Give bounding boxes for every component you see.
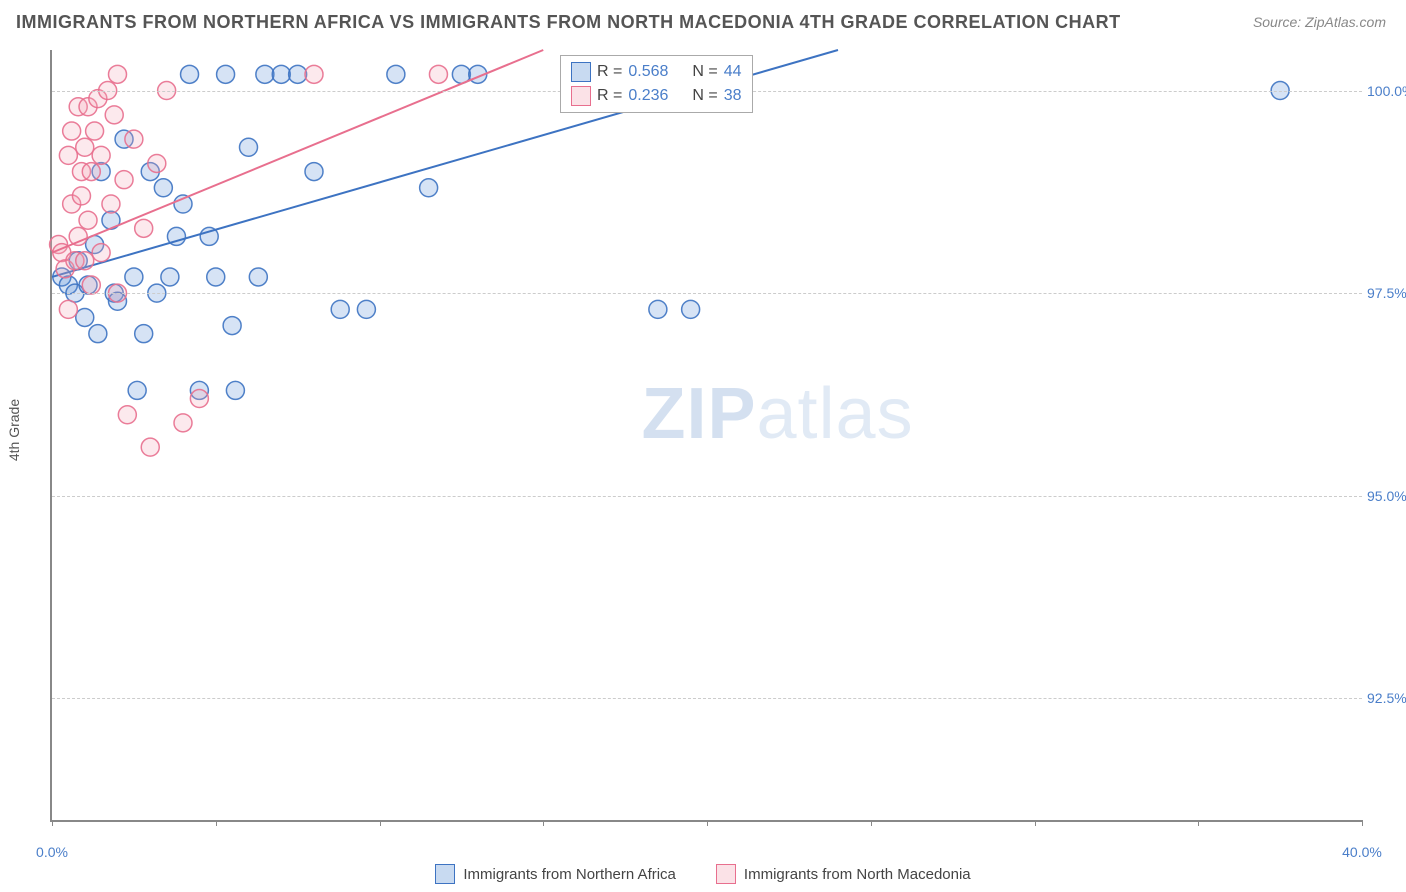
data-point	[154, 179, 172, 197]
data-point	[272, 65, 290, 83]
bottom-legend: Immigrants from Northern Africa Immigran…	[0, 864, 1406, 884]
data-point	[141, 438, 159, 456]
data-point	[76, 138, 94, 156]
data-point	[305, 163, 323, 181]
stats-swatch	[571, 62, 591, 82]
chart-title: IMMIGRANTS FROM NORTHERN AFRICA VS IMMIG…	[16, 12, 1121, 33]
x-tick	[1198, 820, 1199, 826]
data-point	[289, 65, 307, 83]
stat-r-value: 0.568	[628, 63, 668, 81]
data-point	[217, 65, 235, 83]
x-tick-label: 40.0%	[1342, 844, 1382, 860]
stat-n-label: N =	[692, 87, 717, 105]
data-point	[181, 65, 199, 83]
data-point	[63, 122, 81, 140]
data-point	[76, 252, 94, 270]
x-tick	[52, 820, 53, 826]
stats-legend-box: R = 0.568 N = 44 R = 0.236 N = 38	[560, 55, 753, 113]
data-point	[429, 65, 447, 83]
source-attribution: Source: ZipAtlas.com	[1253, 14, 1386, 30]
x-tick	[216, 820, 217, 826]
data-point	[190, 390, 208, 408]
data-point	[109, 65, 127, 83]
data-point	[59, 146, 77, 164]
x-tick-label: 0.0%	[36, 844, 68, 860]
legend-swatch-1	[435, 864, 455, 884]
y-tick-label: 95.0%	[1367, 488, 1406, 504]
data-point	[256, 65, 274, 83]
gridline	[52, 698, 1362, 699]
data-point	[82, 163, 100, 181]
data-point	[305, 65, 323, 83]
data-point	[115, 171, 133, 189]
x-tick	[707, 820, 708, 826]
data-point	[682, 300, 700, 318]
legend-item-series2: Immigrants from North Macedonia	[716, 864, 971, 884]
y-tick-label: 92.5%	[1367, 690, 1406, 706]
data-point	[92, 146, 110, 164]
data-point	[331, 300, 349, 318]
data-point	[135, 325, 153, 343]
data-point	[161, 268, 179, 286]
data-point	[125, 268, 143, 286]
legend-swatch-2	[716, 864, 736, 884]
stat-n-value: 38	[724, 87, 742, 105]
x-tick	[871, 820, 872, 826]
data-point	[174, 414, 192, 432]
data-point	[649, 300, 667, 318]
y-tick-label: 97.5%	[1367, 285, 1406, 301]
legend-label-1: Immigrants from Northern Africa	[463, 866, 676, 883]
data-point	[76, 308, 94, 326]
x-tick	[543, 820, 544, 826]
data-point	[135, 219, 153, 237]
y-axis-label: 4th Grade	[6, 399, 22, 461]
data-point	[226, 381, 244, 399]
stats-swatch	[571, 86, 591, 106]
x-tick	[380, 820, 381, 826]
data-point	[357, 300, 375, 318]
data-point	[86, 122, 104, 140]
stat-n-label: N =	[692, 63, 717, 81]
data-point	[207, 268, 225, 286]
data-point	[102, 195, 120, 213]
stat-n-value: 44	[724, 63, 742, 81]
data-point	[92, 244, 110, 262]
data-point	[240, 138, 258, 156]
data-point	[125, 130, 143, 148]
data-point	[118, 406, 136, 424]
data-point	[249, 268, 267, 286]
data-point	[148, 154, 166, 172]
plot-area: ZIPatlas 92.5%95.0%97.5%100.0%0.0%40.0%	[50, 50, 1362, 822]
stat-r-label: R =	[597, 87, 622, 105]
gridline	[52, 496, 1362, 497]
chart-svg	[52, 50, 1362, 820]
x-tick	[1362, 820, 1363, 826]
data-point	[387, 65, 405, 83]
legend-item-series1: Immigrants from Northern Africa	[435, 864, 676, 884]
gridline	[52, 293, 1362, 294]
data-point	[223, 317, 241, 335]
stat-r-value: 0.236	[628, 87, 668, 105]
y-tick-label: 100.0%	[1367, 83, 1406, 99]
data-point	[72, 187, 90, 205]
x-tick	[1035, 820, 1036, 826]
data-point	[82, 276, 100, 294]
data-point	[105, 106, 123, 124]
stats-row: R = 0.236 N = 38	[571, 84, 742, 108]
data-point	[79, 211, 97, 229]
data-point	[59, 300, 77, 318]
stats-row: R = 0.568 N = 44	[571, 60, 742, 84]
stat-r-label: R =	[597, 63, 622, 81]
legend-label-2: Immigrants from North Macedonia	[744, 866, 971, 883]
data-point	[420, 179, 438, 197]
data-point	[128, 381, 146, 399]
data-point	[89, 325, 107, 343]
